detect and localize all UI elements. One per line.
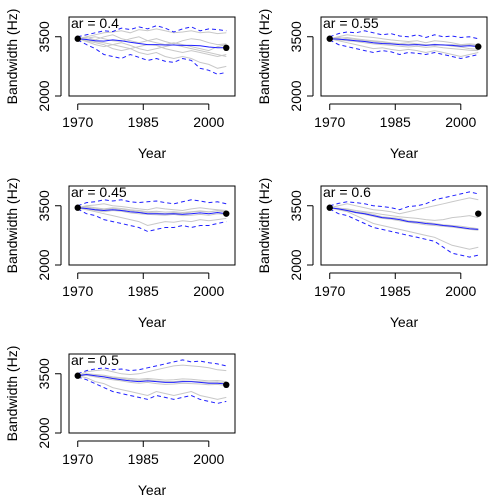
start-point xyxy=(326,35,333,42)
x-tick-label: 1970 xyxy=(314,283,345,299)
y-axis-title: Bandwidth (Hz) xyxy=(4,9,20,105)
x-tick-label: 2000 xyxy=(193,283,224,299)
end-point xyxy=(223,44,230,52)
mean-line xyxy=(329,38,479,48)
x-tick-label: 1985 xyxy=(128,283,159,299)
background-series-line-3 xyxy=(329,36,479,50)
background-series-line-4 xyxy=(329,38,479,52)
y-tick-label: 3500 xyxy=(36,21,52,52)
x-tick-label: 1970 xyxy=(62,114,93,130)
x-tick-label: 2000 xyxy=(193,451,224,467)
panel-label: ar = 0.6 xyxy=(323,184,371,200)
y-tick-label: 2000 xyxy=(36,249,52,280)
background-series-line-5 xyxy=(329,207,479,221)
chart-panel-2: ar = 0.55 1970 1985 2000 2000 3500 Year Bandwid… xyxy=(256,9,488,161)
y-axis-title: Bandwidth (Hz) xyxy=(256,178,272,274)
x-tick-label: 1970 xyxy=(62,451,93,467)
background-series-line-1 xyxy=(77,28,227,40)
panel-label: ar = 0.45 xyxy=(71,184,127,200)
chart-panel-5: ar = 0.5 1970 1985 2000 2000 3500 Year Bandwidt… xyxy=(4,346,236,498)
upper-band-line xyxy=(77,359,227,375)
upper-band-line xyxy=(329,191,479,211)
lower-band-line xyxy=(77,376,227,404)
background-series-line-4 xyxy=(77,374,227,387)
lower-band-line xyxy=(329,39,479,60)
background-series-line-5 xyxy=(77,205,227,214)
x-tick-label: 1985 xyxy=(380,114,411,130)
x-tick-label: 1985 xyxy=(128,451,159,467)
x-tick-label: 1970 xyxy=(314,114,345,130)
background-series-line-1 xyxy=(77,203,227,212)
plot-frame xyxy=(320,16,488,97)
x-tick-label: 2000 xyxy=(445,114,476,130)
x-tick-label: 1970 xyxy=(62,283,93,299)
mean-line xyxy=(77,38,227,49)
y-axis-title: Bandwidth (Hz) xyxy=(4,346,20,442)
background-series-line-5 xyxy=(329,36,479,47)
end-point xyxy=(223,381,230,389)
background-series-line-1 xyxy=(329,34,479,46)
plot-frame xyxy=(68,16,236,97)
background-series-line-1 xyxy=(329,197,479,215)
y-tick-label: 3500 xyxy=(288,190,304,221)
panel-label: ar = 0.5 xyxy=(71,352,119,368)
chart-panel-3: ar = 0.45 1970 1985 2000 2000 3500 Year Bandwid… xyxy=(4,178,236,330)
x-axis-title: Year xyxy=(138,314,167,330)
chart-panel-1: ar = 0.4 1970 1985 2000 2000 3500 Year Bandwidt… xyxy=(4,9,236,161)
upper-band-line xyxy=(329,30,479,40)
x-tick-label: 1985 xyxy=(128,114,159,130)
mean-line xyxy=(329,207,479,230)
mean-line xyxy=(77,207,227,215)
background-series-line-2 xyxy=(77,38,227,69)
y-axis-title: Bandwidth (Hz) xyxy=(256,9,272,105)
plot-frame xyxy=(68,353,236,434)
upper-band-line xyxy=(77,199,227,207)
start-point xyxy=(326,204,333,211)
upper-band-line xyxy=(77,25,227,38)
background-series-line-4 xyxy=(77,207,227,217)
start-point xyxy=(74,372,81,379)
background-series-line-5 xyxy=(77,36,227,52)
x-tick-label: 2000 xyxy=(445,283,476,299)
lower-band-line xyxy=(77,208,227,232)
x-axis-title: Year xyxy=(138,482,167,498)
y-tick-label: 3500 xyxy=(36,358,52,389)
end-point xyxy=(223,210,230,217)
lower-band-line xyxy=(77,39,227,75)
x-axis-title: Year xyxy=(138,145,167,161)
x-tick-label: 2000 xyxy=(193,114,224,130)
end-point xyxy=(475,210,482,217)
plot-frame xyxy=(68,185,236,266)
y-tick-label: 3500 xyxy=(36,190,52,221)
y-tick-label: 2000 xyxy=(36,417,52,448)
end-point xyxy=(475,43,482,50)
x-tick-label: 1985 xyxy=(380,283,411,299)
x-axis-title: Year xyxy=(390,314,419,330)
y-axis-title: Bandwidth (Hz) xyxy=(4,178,20,274)
x-axis-title: Year xyxy=(390,145,419,161)
plot-frame xyxy=(320,185,488,266)
lower-band-line xyxy=(329,208,479,258)
y-tick-label: 2000 xyxy=(36,80,52,111)
background-series-line-1 xyxy=(77,364,227,377)
background-series-line-2 xyxy=(77,375,227,400)
background-series-line-3 xyxy=(77,34,227,46)
background-series-line-2 xyxy=(329,38,479,58)
y-tick-label: 2000 xyxy=(288,80,304,111)
background-series-line-3 xyxy=(329,207,479,230)
panel-label: ar = 0.55 xyxy=(323,15,379,31)
background-series-line-2 xyxy=(329,207,479,250)
y-tick-label: 2000 xyxy=(288,249,304,280)
background-series-line-4 xyxy=(77,38,227,57)
start-point xyxy=(74,204,81,211)
y-tick-label: 3500 xyxy=(288,21,304,52)
background-series-line-5 xyxy=(77,373,227,383)
panel-label: ar = 0.4 xyxy=(71,15,119,31)
mean-line xyxy=(77,373,227,385)
start-point xyxy=(74,35,81,42)
background-series-line-2 xyxy=(77,207,227,227)
chart-panel-4: ar = 0.6 1970 1985 2000 2000 3500 Year Bandwidt… xyxy=(256,178,488,330)
